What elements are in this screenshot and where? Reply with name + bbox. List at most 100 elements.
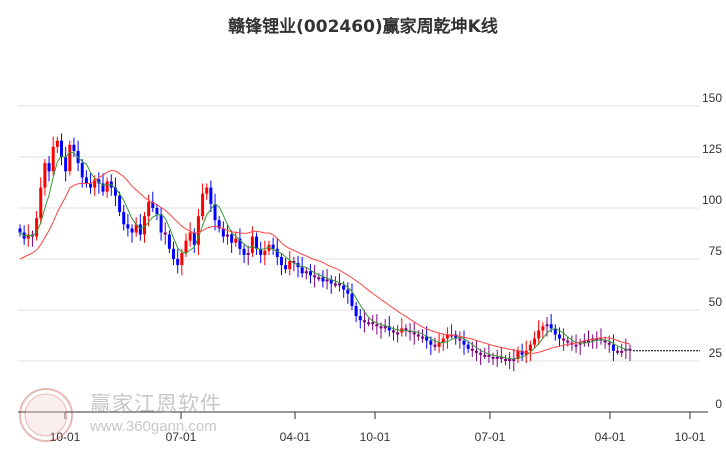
candle-body [313,275,317,278]
candle-body [321,277,325,282]
candle-body [566,340,570,343]
y-tick-label: 125 [702,142,722,156]
y-tick-label: 50 [709,295,723,309]
candle-body [587,340,591,343]
candle-body [412,332,416,335]
candle-body [126,224,130,229]
candle-body [43,163,47,188]
x-tick-label: 04-01 [595,430,626,444]
candle-body [89,183,93,188]
candle-body [288,261,292,270]
candle-body [628,348,632,351]
candle-body [338,283,342,286]
candle-body [537,330,541,339]
candle-body [217,220,221,229]
candle-body [499,356,503,359]
candle-body [80,163,84,178]
candle-body [325,279,329,282]
candle-body [421,336,425,339]
candle-body [97,179,101,184]
candle-body [425,336,429,341]
candle-body [350,293,354,306]
candle-body [441,338,445,343]
candles [18,133,632,372]
candle-body [64,157,68,172]
candle-body [51,146,55,172]
candle-body [458,338,462,341]
candle-body [391,330,395,333]
candle-body [429,340,433,345]
candle-body [437,342,441,347]
candle-body [118,195,122,213]
candle-body [230,234,234,243]
candle-body [26,234,30,239]
candle-body [466,344,470,349]
y-tick-label: 100 [702,193,722,207]
candle-body [234,238,238,243]
candle-body [533,338,537,345]
candle-body [279,256,283,266]
candle-body [304,271,308,274]
candle-body [483,354,487,357]
candle-body [259,248,263,255]
candle-body [267,244,271,251]
x-tick-label: 07-01 [475,430,506,444]
candle-body [479,352,483,355]
candle-body [192,232,196,245]
candle-body [271,244,275,249]
candle-body [342,285,346,290]
candle-body [163,232,167,235]
candle-body [528,344,532,351]
candle-body [300,267,304,274]
candle-body [59,140,63,157]
watermark-brand: 赢家江恩软件 [90,392,222,416]
candle-body [176,259,180,266]
candle-body [553,328,557,335]
candle-body [595,338,599,341]
candle-body [474,350,478,353]
x-tick-label: 04-01 [280,430,311,444]
candle-body [433,344,437,347]
candle-body [445,334,449,339]
candle-body [582,340,586,343]
candle-body [520,350,524,355]
y-tick-label: 150 [702,91,722,105]
candle-body [18,228,22,233]
candle-body [242,248,246,255]
candle-body [72,144,76,151]
candle-body [557,334,561,339]
candle-body [358,316,362,321]
x-tick-label: 10-01 [675,430,706,444]
candle-body [416,334,420,337]
candle-body [367,322,371,325]
candle-body [209,187,213,204]
candle-body [333,283,337,286]
candle-body [504,358,508,361]
candle-body [603,340,607,343]
candle-body [105,181,109,192]
candle-body [624,348,628,351]
candle-body [263,250,267,255]
y-tick-label: 25 [709,346,723,360]
candle-body [172,248,176,259]
candle-body [387,326,391,331]
candle-body [188,232,192,241]
candle-body [201,193,205,217]
candle-body [317,277,321,280]
x-tick-label: 07-01 [166,430,197,444]
candle-body [616,350,620,353]
candle-body [101,183,105,192]
candle-body [371,322,375,325]
candle-body [549,324,553,329]
candle-body [354,305,358,317]
candle-body [346,289,350,294]
candle-body [238,238,242,249]
candle-body [512,358,516,361]
candle-body [93,179,97,188]
candle-body [284,265,288,270]
x-tick-label: 10-01 [50,430,81,444]
candle-body [68,144,72,172]
candle-body [155,208,159,215]
candle-body [147,201,151,217]
y-tick-label: 75 [709,244,723,258]
